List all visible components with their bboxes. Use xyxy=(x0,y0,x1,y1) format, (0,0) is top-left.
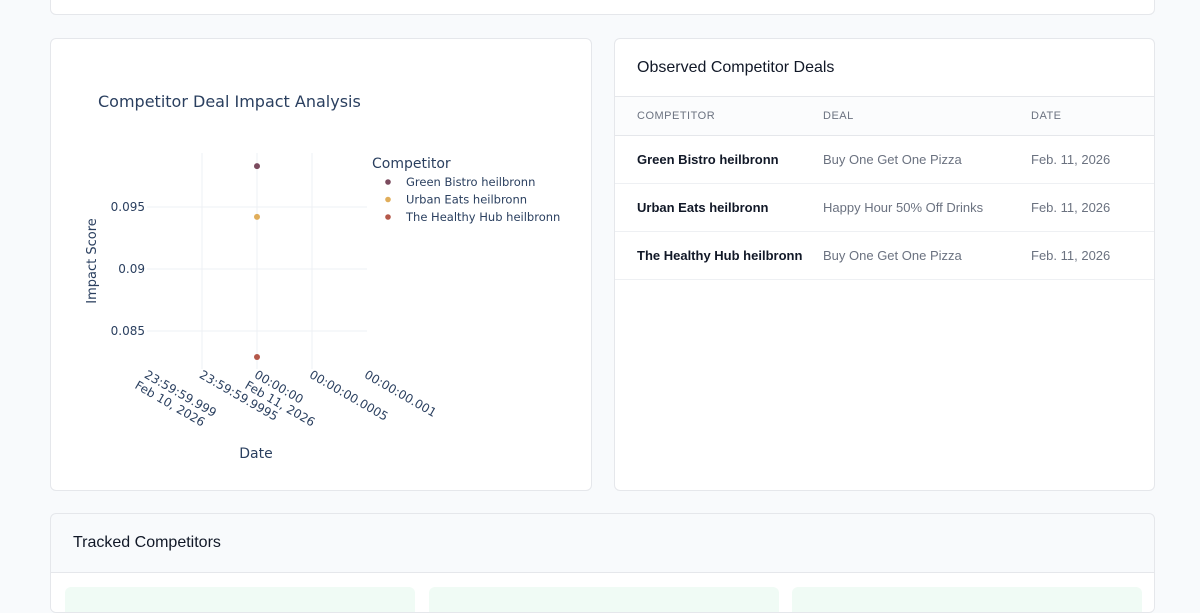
top-card xyxy=(50,0,1155,15)
legend-item[interactable]: Urban Eats heilbronn xyxy=(406,193,527,207)
chart-card: Competitor Deal Impact Analysis 0.085 0.0… xyxy=(50,38,592,491)
legend-marker xyxy=(385,179,391,185)
legend-marker xyxy=(385,214,391,220)
competitor-tile[interactable] xyxy=(429,587,779,612)
competitor-cell: Urban Eats heilbronn xyxy=(615,183,823,232)
competitor-cell: The Healthy Hub heilbronn xyxy=(615,231,823,280)
impact-scatter-chart: Competitor Deal Impact Analysis 0.085 0.0… xyxy=(85,92,560,462)
deal-cell: Buy One Get One Pizza xyxy=(823,135,1031,184)
competitor-cell: Green Bistro heilbronn xyxy=(615,135,823,184)
date-cell: Feb. 11, 2026 xyxy=(1031,135,1154,184)
legend-title: Competitor xyxy=(372,156,451,172)
legend-item[interactable]: The Healthy Hub heilbronn xyxy=(405,210,560,224)
x-axis-label: Date xyxy=(239,446,272,462)
deal-cell: Buy One Get One Pizza xyxy=(823,231,1031,280)
chart-title: Competitor Deal Impact Analysis xyxy=(98,92,361,111)
deals-card: Observed Competitor Deals COMPETITOR DEA… xyxy=(614,38,1155,491)
y-axis-label: Impact Score xyxy=(85,218,100,304)
col-competitor: COMPETITOR xyxy=(615,97,823,136)
data-point[interactable] xyxy=(254,213,260,220)
date-cell: Feb. 11, 2026 xyxy=(1031,231,1154,280)
deals-table: COMPETITOR DEAL DATE Green Bistro heilbr… xyxy=(615,97,1154,280)
date-cell: Feb. 11, 2026 xyxy=(1031,183,1154,232)
y-tick-label: 0.09 xyxy=(118,262,145,276)
table-row: The Healthy Hub heilbronn Buy One Get One… xyxy=(615,231,1154,280)
col-date: DATE xyxy=(1031,97,1154,136)
y-tick-label: 0.085 xyxy=(111,324,145,338)
deals-title: Observed Competitor Deals xyxy=(615,39,1154,97)
competitor-tile[interactable] xyxy=(65,587,415,612)
y-tick-label: 0.095 xyxy=(111,200,145,214)
table-row: Urban Eats heilbronn Happy Hour 50% Off D… xyxy=(615,183,1154,232)
deal-cell: Happy Hour 50% Off Drinks xyxy=(823,183,1031,232)
legend-marker xyxy=(385,196,391,203)
col-deal: DEAL xyxy=(823,97,1031,136)
legend-item[interactable]: Green Bistro heilbronn xyxy=(406,175,535,189)
competitor-tile[interactable] xyxy=(792,587,1142,612)
table-row: Green Bistro heilbronn Buy One Get One Pi… xyxy=(615,135,1154,184)
tracked-title: Tracked Competitors xyxy=(73,534,221,551)
data-point[interactable] xyxy=(254,163,260,170)
legend: Green Bistro heilbronn Urban Eats heilbro… xyxy=(385,175,560,224)
data-point[interactable] xyxy=(254,354,260,361)
tracked-competitors-card: Tracked Competitors xyxy=(50,513,1155,613)
